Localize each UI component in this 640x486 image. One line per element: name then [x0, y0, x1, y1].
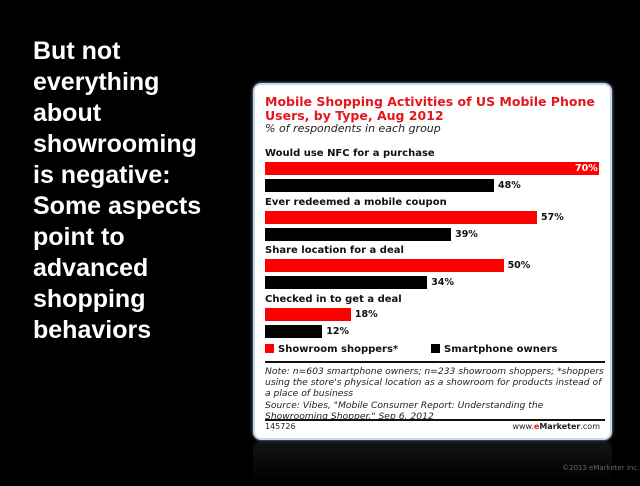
note-text: Note: n=603 smartphone owners; n=233 sho… — [265, 366, 604, 400]
chart-id: 145726 — [265, 422, 296, 431]
bar-smartphone-owners — [265, 276, 428, 289]
data-label: 50% — [507, 260, 531, 271]
data-label: 48% — [498, 180, 521, 191]
site-prefix: www. — [512, 422, 534, 431]
bar-showroom-shoppers — [265, 259, 504, 272]
category-label: Checked in to get a deal — [265, 293, 402, 305]
bar-showroom-shoppers — [265, 307, 351, 321]
bar-smartphone-owners — [265, 324, 323, 338]
chart-note: Note: n=603 smartphone owners; n=233 sho… — [265, 366, 607, 422]
divider — [265, 419, 605, 421]
data-label: 18% — [354, 308, 378, 320]
legend-label: Showroom shoppers* — [278, 344, 399, 355]
chart-card: Mobile Shopping Activities of US Mobile … — [253, 83, 612, 440]
category-label: Share location for a deal — [265, 245, 404, 256]
site-rest: Marketer — [539, 422, 581, 431]
category-label: Ever redeemed a mobile coupon — [265, 196, 447, 208]
chart-title: Mobile Shopping Activities of US Mobile … — [265, 94, 595, 123]
bar-smartphone-owners — [265, 179, 495, 192]
data-label: 70% — [575, 163, 598, 174]
site-brand: e — [533, 422, 540, 431]
legend-swatch-red — [265, 344, 274, 353]
chart-subtitle: % of respondents in each group — [265, 122, 441, 135]
data-label: 12% — [326, 325, 349, 337]
data-label: 34% — [431, 277, 454, 288]
bar-showroom-shoppers — [265, 210, 537, 224]
card-reflection — [253, 441, 612, 481]
legend-smartphone: Smartphone owners — [431, 344, 558, 355]
data-label: 39% — [455, 228, 478, 240]
legend-showroom: Showroom shoppers* — [265, 344, 398, 355]
category-label: Would use NFC for a purchase — [265, 148, 435, 159]
site-link[interactable]: www.eMarketer.com — [512, 422, 600, 431]
bar-showroom-shoppers — [265, 162, 599, 175]
divider — [265, 361, 605, 363]
bar-smartphone-owners — [265, 227, 452, 241]
site-suffix: .com — [580, 422, 600, 431]
legend-label: Smartphone owners — [444, 344, 558, 355]
source-text: Source: Vibes, "Mobile Consumer Report: … — [265, 399, 544, 422]
slide-headline: But not everything about showrooming is … — [33, 37, 202, 344]
copyright: ©2013 eMarketer Inc. — [562, 464, 640, 472]
legend-swatch-black — [431, 344, 440, 353]
data-label: 57% — [540, 211, 564, 223]
